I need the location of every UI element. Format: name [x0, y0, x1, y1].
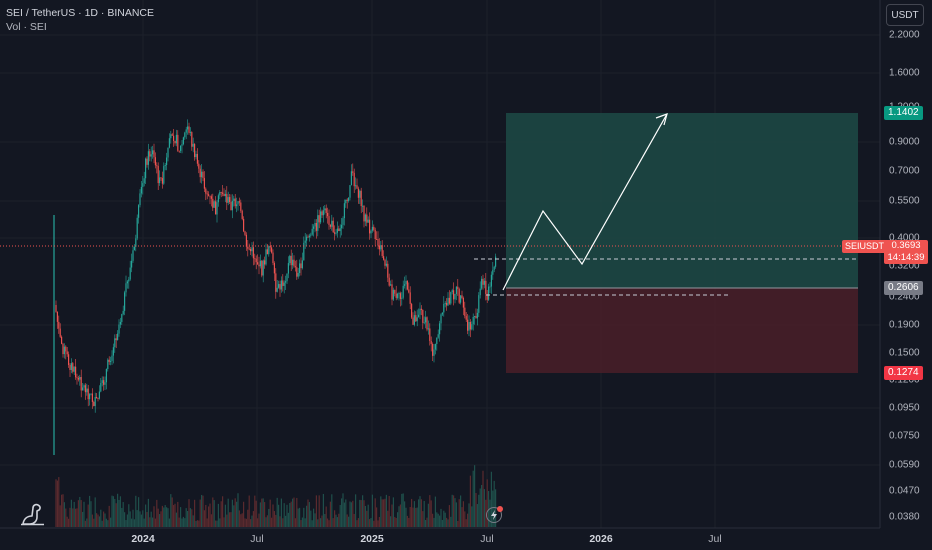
price-tick: 0.2400	[889, 291, 920, 303]
price-tick: 0.4000	[889, 232, 920, 244]
bar-countdown: 14:14:39	[887, 252, 925, 263]
projection-arrowhead	[655, 113, 668, 126]
price-tick: 0.1200	[889, 374, 920, 386]
target-price-tag[interactable]: 1.1402	[884, 106, 923, 120]
price-tick: 0.0380	[889, 511, 920, 523]
price-candles	[53, 119, 497, 455]
price-tick: 0.7000	[889, 165, 920, 177]
last-price-tag[interactable]: 0.3693 14:14:39	[884, 240, 928, 264]
projection-path[interactable]	[502, 113, 668, 291]
volume-legend[interactable]: Vol · SEI	[6, 21, 47, 33]
entry-price-tag[interactable]: 0.2606	[884, 281, 923, 295]
profit-zone[interactable]	[506, 113, 858, 288]
price-tick: 0.3200	[889, 260, 920, 272]
time-tick: 2025	[360, 533, 384, 545]
time-tick: Jul	[250, 533, 264, 545]
last-price: 0.3693	[891, 240, 921, 251]
time-tick: 2024	[131, 533, 155, 545]
volume-bars	[55, 465, 497, 527]
price-tick: 0.0470	[889, 485, 920, 497]
time-tick: Jul	[708, 533, 722, 545]
replay-icon[interactable]	[486, 506, 503, 523]
time-tick: Jul	[480, 533, 494, 545]
symbol-tag: SEIUSDT	[842, 240, 888, 253]
chart-legend: SEI / TetherUS · 1D · BINANCE Vol · SEI	[6, 6, 154, 34]
price-tick: 0.0750	[889, 430, 920, 442]
price-tick: 0.0950	[889, 402, 920, 414]
symbol-title[interactable]: SEI / TetherUS · 1D · BINANCE	[6, 7, 155, 19]
price-tick: 0.9000	[889, 136, 920, 148]
price-tick: 0.5500	[889, 195, 920, 207]
notification-dot	[497, 506, 503, 512]
currency-button[interactable]: USDT	[886, 4, 924, 26]
price-tick: 0.1500	[889, 347, 920, 359]
lightning-icon	[491, 510, 497, 520]
price-tick: 2.2000	[889, 29, 920, 41]
time-tick: 2026	[589, 533, 613, 545]
loss-zone[interactable]	[506, 288, 858, 373]
stop-price-tag[interactable]: 0.1274	[884, 366, 923, 380]
tradingview-dino-icon[interactable]	[20, 502, 46, 526]
price-tick: 0.1900	[889, 319, 920, 331]
price-tick: 0.0590	[889, 459, 920, 471]
price-tick: 1.6000	[889, 67, 920, 79]
